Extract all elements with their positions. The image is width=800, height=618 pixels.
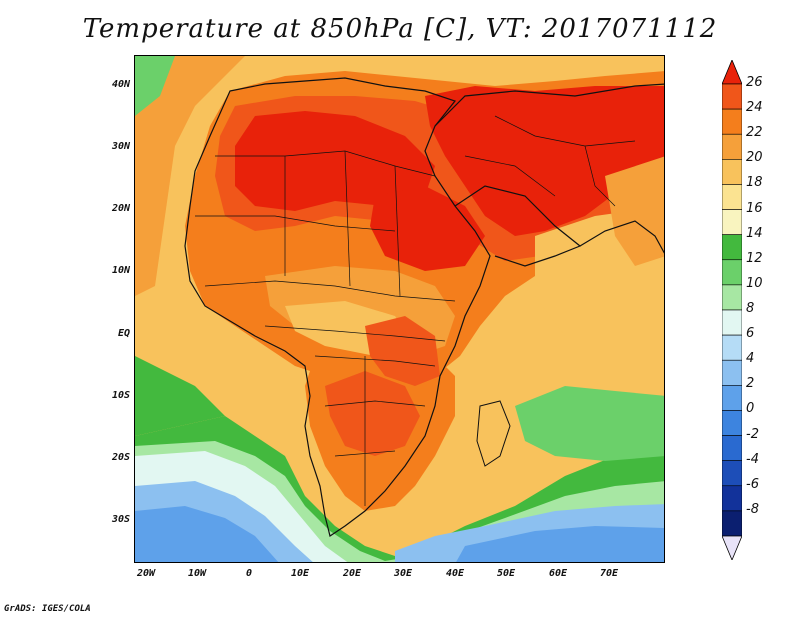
colorbar-segment [722,108,742,135]
colorbar-segment [722,133,742,160]
colorbar-segment [722,234,742,261]
atlantic-warm-band [135,56,245,296]
colorbar-segment [722,485,742,512]
y-label-eq: EQ [117,328,130,339]
indian-ocean-green [515,386,664,461]
colorbar-segment [722,359,742,386]
chart-title: Temperature at 850hPa [C], VT: 201707111… [82,14,718,44]
colorbar-label: -4 [746,451,759,467]
colorbar-label: 22 [746,125,763,141]
south-indian-deep-blue [456,526,664,562]
colorbar-segment [722,385,742,411]
y-label-20s: 20S [111,452,130,463]
equatorial-atlantic-green [135,356,225,436]
gulf-coastline [579,220,664,254]
y-label-40n: 40N [111,79,130,90]
credit-text: GrADS: IGES/COLA [4,604,91,614]
x-label-0: 0 [245,568,253,579]
india-orange [605,156,664,266]
mediterranean-coastline [434,83,664,127]
colorbar-segment [722,159,742,185]
colorbar-label: 8 [746,301,755,316]
x-label-50e: 50E [496,568,516,579]
colorbar-label: 0 [746,401,755,417]
colorbar-label: -2 [746,426,759,442]
colorbar-label: -8 [746,501,759,517]
colorbar-segment [722,284,742,311]
x-label-10e: 10E [290,568,310,579]
colorbar-segment [722,510,742,537]
colorbar-label: 20 [746,150,763,166]
colorbar-segment [722,410,742,436]
colorbar-label: 10 [746,275,763,291]
x-label-20e: 20E [342,568,362,579]
east-africa-orange [365,316,440,386]
colorbar-label: 26 [746,75,763,90]
colorbar-segments [722,60,742,560]
colorbar-segment [722,460,742,487]
colorbar-label: -6 [746,476,759,492]
colorbar-bottom-arrow [722,535,742,560]
x-label-10w: 10W [187,568,207,579]
colorbar-label: 14 [746,225,763,241]
x-label-40e: 40E [445,568,465,579]
colorbar-label: 12 [746,250,763,266]
colorbar-segment [722,83,742,110]
map-canvas [135,56,664,562]
colorbar-segment [722,309,742,336]
y-label-20n: 20N [111,203,130,214]
colorbar-segment [722,334,742,361]
colorbar-label: 24 [746,100,763,116]
colorbar-segment [722,435,742,461]
x-label-60e: 60E [548,568,568,579]
arabia-coastline [454,185,582,267]
x-label-30e: 30E [393,568,413,579]
y-label-10n: 10N [111,265,130,276]
x-label-70e: 70E [599,568,619,579]
zambia-hot [325,371,420,456]
x-label-20w: 20W [136,568,156,579]
africa-coastline [184,77,491,537]
colorbar-label: 18 [746,175,763,191]
temperature-map [134,55,665,563]
colorbar-segment [722,184,742,210]
colorbar-top-arrow [722,60,742,85]
colorbar-label: 2 [746,376,755,392]
colorbar-label: 4 [746,351,755,367]
y-label-30n: 30N [111,141,130,152]
colorbar-segment [722,259,742,286]
north-atlantic-green [135,56,175,116]
colorbar-label: 16 [746,200,763,216]
colorbar-segment [722,209,742,235]
arabia-hot [425,86,664,236]
southern-ocean-deep-blue [135,506,279,562]
madagascar [476,400,511,467]
colorbar [722,60,742,560]
country-borders [195,115,636,506]
y-label-30s: 30S [111,514,130,525]
colorbar-label: 6 [746,326,755,342]
y-label-10s: 10S [111,390,130,401]
